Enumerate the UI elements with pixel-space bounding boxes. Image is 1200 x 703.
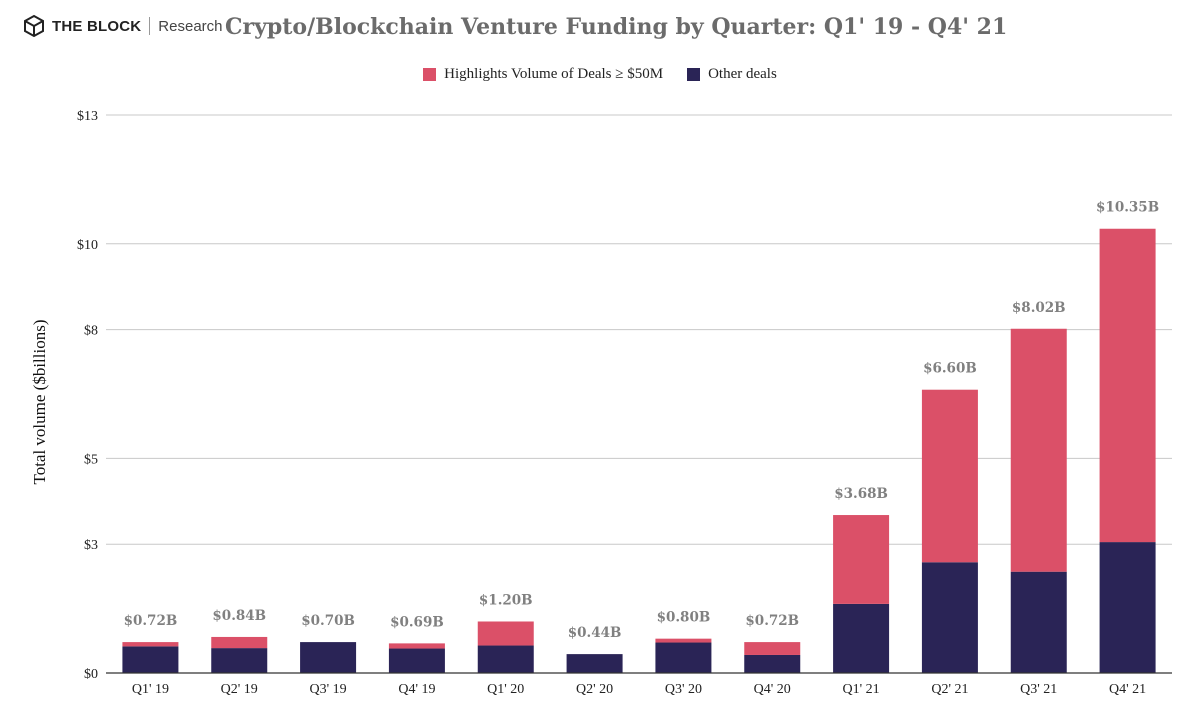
bar-total-label: $0.70B: [301, 613, 355, 629]
bar-segment-other: [477, 645, 534, 673]
bar-segment-highlights: [122, 642, 179, 647]
bar-segment-highlights: [477, 621, 534, 646]
x-tick-label: Q3' 21: [1020, 682, 1057, 697]
chart-legend: Highlights Volume of Deals ≥ $50M Other …: [0, 66, 1200, 83]
bar-segment-other: [566, 654, 623, 673]
bar-total-label: $10.35B: [1096, 200, 1159, 216]
x-tick-label: Q4' 19: [398, 682, 435, 697]
brand-logo-block: THE BLOCK Research: [22, 14, 223, 38]
bar-total-label: $8.02B: [1012, 300, 1066, 316]
y-tick-label: $13: [77, 109, 98, 124]
x-tick-label: Q1' 20: [487, 682, 524, 697]
bar-segment-highlights: [833, 515, 890, 604]
x-tick-label: Q2' 19: [221, 682, 258, 697]
bar-segment-other: [921, 562, 978, 673]
x-tick-label: Q4' 21: [1109, 682, 1146, 697]
legend-label-other: Other deals: [708, 66, 777, 82]
x-tick-label: Q1' 21: [843, 682, 880, 697]
bar-segment-other: [211, 648, 268, 673]
bar-segment-highlights: [655, 638, 712, 643]
bar-segment-other: [388, 648, 445, 673]
x-tick-label: Q1' 19: [132, 682, 169, 697]
brand-name: THE BLOCK: [52, 17, 142, 35]
y-tick-label: $5: [84, 452, 98, 467]
bar-segment-other: [1010, 571, 1067, 673]
bar-segment-highlights: [211, 636, 268, 649]
bar-total-label: $6.60B: [923, 361, 977, 377]
bar-segment-other: [122, 646, 179, 673]
x-tick-label: Q4' 20: [754, 682, 791, 697]
bar-segment-other: [833, 603, 890, 673]
bar-total-label: $0.84B: [212, 608, 266, 624]
bar-total-label: $0.80B: [657, 610, 711, 626]
legend-item-other: Other deals: [687, 66, 777, 83]
brand-divider: [149, 17, 151, 35]
x-tick-label: Q3' 19: [310, 682, 347, 697]
bar-segment-other: [1099, 542, 1156, 673]
legend-label-highlights: Highlights Volume of Deals ≥ $50M: [444, 66, 664, 82]
bar-segment-other: [655, 642, 712, 673]
legend-swatch-highlights: [423, 68, 437, 81]
x-tick-label: Q2' 20: [576, 682, 613, 697]
bar-total-label: $0.44B: [568, 625, 622, 641]
bar-segment-highlights: [1099, 228, 1156, 543]
bar-segment-highlights: [388, 643, 445, 649]
bar-segment-other: [300, 642, 357, 673]
brand-subtitle: Research: [158, 17, 223, 35]
chart-title: Crypto/Blockchain Venture Funding by Qua…: [225, 14, 1008, 40]
bar-segment-highlights: [744, 642, 801, 655]
bar-total-label: $1.20B: [479, 592, 533, 608]
legend-swatch-other: [687, 68, 701, 81]
bar-segment-highlights: [1010, 328, 1067, 572]
y-tick-label: $0: [84, 667, 98, 682]
x-tick-label: Q3' 20: [665, 682, 702, 697]
y-tick-label: $3: [84, 538, 98, 553]
x-tick-label: Q2' 21: [931, 682, 968, 697]
bar-segment-highlights: [921, 389, 978, 563]
bar-total-label: $0.72B: [745, 613, 799, 629]
y-tick-label: $10: [77, 238, 98, 253]
legend-item-highlights: Highlights Volume of Deals ≥ $50M: [423, 66, 663, 83]
bar-total-label: $0.72B: [124, 613, 178, 629]
bar-segment-other: [744, 654, 801, 673]
y-tick-label: $8: [84, 324, 98, 339]
bar-total-label: $0.69B: [390, 614, 444, 630]
bar-total-label: $3.68B: [834, 486, 888, 502]
cube-logo-icon: [24, 14, 44, 38]
